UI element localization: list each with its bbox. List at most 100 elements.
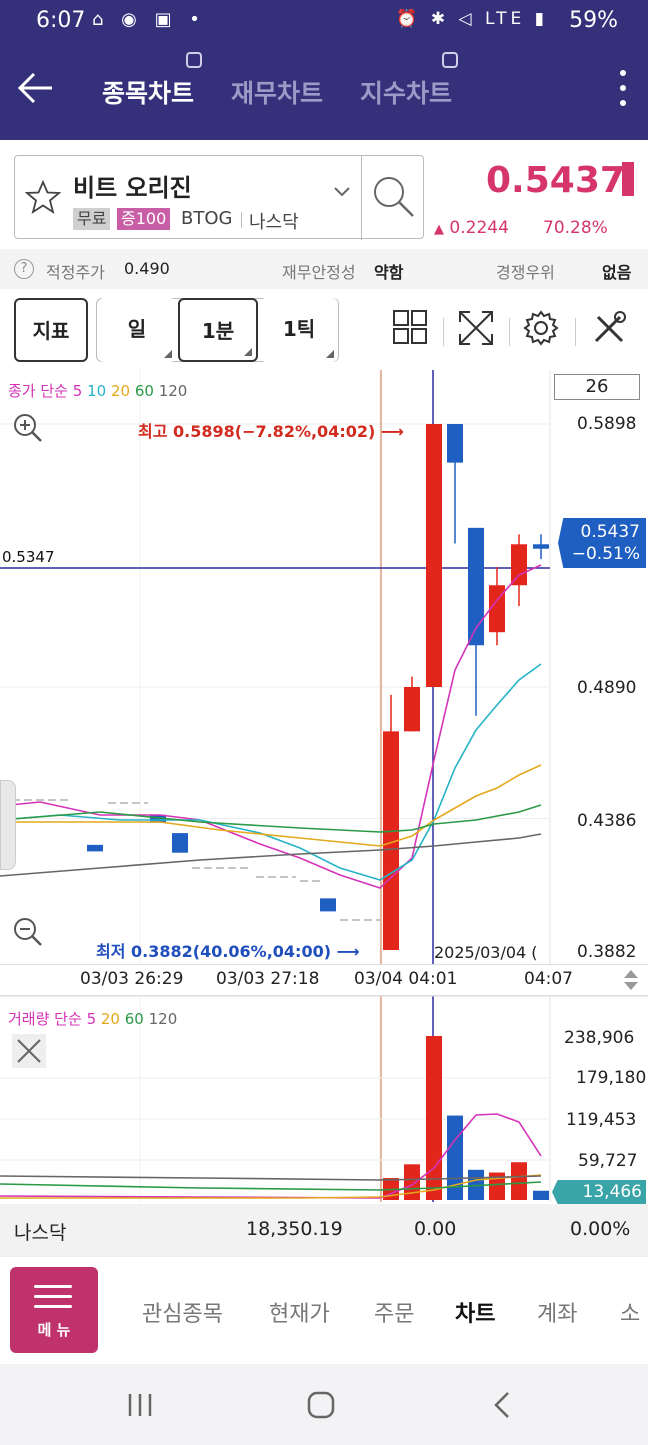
- indicator-button[interactable]: 지표: [14, 298, 88, 362]
- candle-body: [511, 544, 527, 586]
- tab-finance-chart[interactable]: 재무차트: [231, 79, 324, 108]
- candle-body: [150, 814, 166, 823]
- ma60-line: [0, 804, 542, 833]
- tab-badge-icon: [186, 52, 202, 68]
- stability-label: 재무안정성: [282, 263, 356, 282]
- candle-body: [489, 585, 505, 633]
- candle-body: [447, 424, 463, 463]
- divider: [241, 212, 242, 228]
- price-tag-value: 0.5437: [580, 522, 640, 542]
- volume-bar: [404, 1164, 420, 1200]
- help-icon[interactable]: ?: [14, 259, 34, 279]
- tab-stock-chart[interactable]: 종목차트: [102, 79, 195, 108]
- legend-ma120: 120: [148, 1010, 178, 1028]
- stock-chart[interactable]: [0, 370, 648, 1202]
- settings-gear-icon[interactable]: [522, 309, 560, 347]
- period-minute-button[interactable]: 1분: [178, 298, 258, 362]
- divider: [443, 318, 444, 346]
- nav-order[interactable]: 주문: [374, 1302, 415, 1327]
- legend-ma120: 120: [158, 382, 188, 400]
- candle-body: [87, 844, 103, 852]
- volume-bar: [533, 1190, 549, 1200]
- volume-ma120-line: [0, 1175, 542, 1181]
- x-axis-label: 03/03 26:29: [80, 969, 184, 989]
- scroll-updown-icon[interactable]: [622, 968, 640, 992]
- back-icon[interactable]: [492, 1390, 512, 1420]
- y-axis-label: 0.4890: [577, 678, 637, 698]
- period-count-input[interactable]: 26: [554, 374, 640, 400]
- legend-ma60: 60: [134, 382, 154, 400]
- legend-ma5: 5: [86, 1010, 97, 1028]
- drawing-tools-icon[interactable]: [590, 309, 628, 347]
- menu-button[interactable]: 메 뉴: [10, 1267, 98, 1353]
- legend-title: 거래량 단순: [8, 1010, 82, 1028]
- back-arrow-icon[interactable]: [16, 68, 56, 108]
- y-axis-label: 0.4386: [577, 811, 637, 831]
- high-price-annotation: 최고 0.5898(−7.82%,04:02) ⟶: [138, 422, 404, 441]
- stock-selector[interactable]: 비트 오리진 무료 증100 BTOG 나스닥: [14, 155, 424, 240]
- price-change: ▲ 0.2244: [434, 218, 509, 238]
- candle-body: [468, 527, 484, 646]
- volume-axis-label: 179,180: [576, 1068, 647, 1088]
- low-price-annotation: 최저 0.3882(40.06%,04:00) ⟶: [96, 942, 360, 961]
- price-change-value: 0.2244: [449, 218, 509, 238]
- legend-ma20: 20: [100, 1010, 120, 1028]
- system-nav-bar: [0, 1364, 648, 1445]
- x-axis-label: 04:07: [524, 969, 573, 989]
- tab-index-chart[interactable]: 지수차트: [360, 79, 453, 108]
- zoom-out-icon[interactable]: [10, 914, 44, 948]
- crosshair-date-label: 2025/03/04 (: [434, 943, 538, 962]
- volume-ma-legend: 거래량 단순 5 20 60 120: [8, 1008, 177, 1029]
- candle-body: [172, 833, 188, 853]
- close-icon[interactable]: [12, 1034, 46, 1068]
- stock-name: 비트 오리진: [73, 174, 192, 202]
- status-battery: 59%: [569, 8, 618, 33]
- volume-axis-label: 119,453: [566, 1110, 637, 1130]
- competition-label: 경쟁우위: [496, 263, 555, 282]
- x-axis-label: 03/03 27:18: [216, 969, 320, 989]
- nav-current-price[interactable]: 현재가: [269, 1302, 330, 1327]
- fair-price-label: 적정주가: [46, 263, 105, 282]
- nav-more[interactable]: 소: [620, 1302, 641, 1327]
- fair-price-value: 0.490: [124, 259, 170, 278]
- more-menu-icon[interactable]: [620, 70, 628, 115]
- stock-ticker: BTOG: [181, 208, 233, 229]
- nav-watchlist[interactable]: 관심종목: [142, 1302, 223, 1327]
- index-change: 0.00: [414, 1218, 457, 1240]
- x-axis: [0, 964, 648, 996]
- nav-account[interactable]: 계좌: [537, 1302, 578, 1327]
- period-day-button[interactable]: 일: [98, 298, 176, 362]
- fullscreen-icon[interactable]: [457, 309, 495, 347]
- search-icon[interactable]: [371, 174, 417, 220]
- valuation-info-row: ? 적정주가 0.490 재무안정성 약함 경쟁우위 없음: [0, 249, 648, 289]
- side-drawer-handle[interactable]: [0, 780, 16, 870]
- volume-bar: [426, 1036, 442, 1200]
- volume-axis-label: 59,727: [578, 1151, 638, 1171]
- recent-apps-icon[interactable]: [126, 1392, 154, 1418]
- candle-body: [383, 731, 399, 950]
- ma20-line: [0, 764, 542, 847]
- current-price: 0.5437: [486, 160, 625, 201]
- x-axis-label: 03/04 04:01: [354, 969, 458, 989]
- layout-grid-icon[interactable]: [392, 309, 428, 345]
- volume-bar: [511, 1162, 527, 1200]
- legend-ma5: 5: [72, 382, 83, 400]
- hamburger-icon: [34, 1285, 72, 1315]
- legend-ma20: 20: [110, 382, 131, 400]
- competition-value: 없음: [602, 263, 632, 282]
- home-icon[interactable]: [306, 1390, 336, 1420]
- bottom-nav: [0, 1256, 648, 1364]
- candle-body: [426, 424, 442, 687]
- tab-badge-icon: [442, 52, 458, 68]
- period-tick-button[interactable]: 1틱: [260, 298, 338, 362]
- chevron-down-icon[interactable]: [333, 186, 351, 198]
- nav-chart[interactable]: 차트: [455, 1302, 496, 1327]
- menu-label: 메 뉴: [37, 1321, 71, 1339]
- status-notification-icons: ⌂ ◉ ▣ •: [92, 9, 206, 30]
- volume-ma20-line: [0, 1174, 542, 1199]
- price-change-pct: 70.28%: [543, 218, 608, 238]
- zoom-in-icon[interactable]: [10, 410, 44, 444]
- up-triangle-icon: ▲: [434, 222, 444, 237]
- star-icon[interactable]: [25, 180, 61, 214]
- divider: [575, 318, 576, 346]
